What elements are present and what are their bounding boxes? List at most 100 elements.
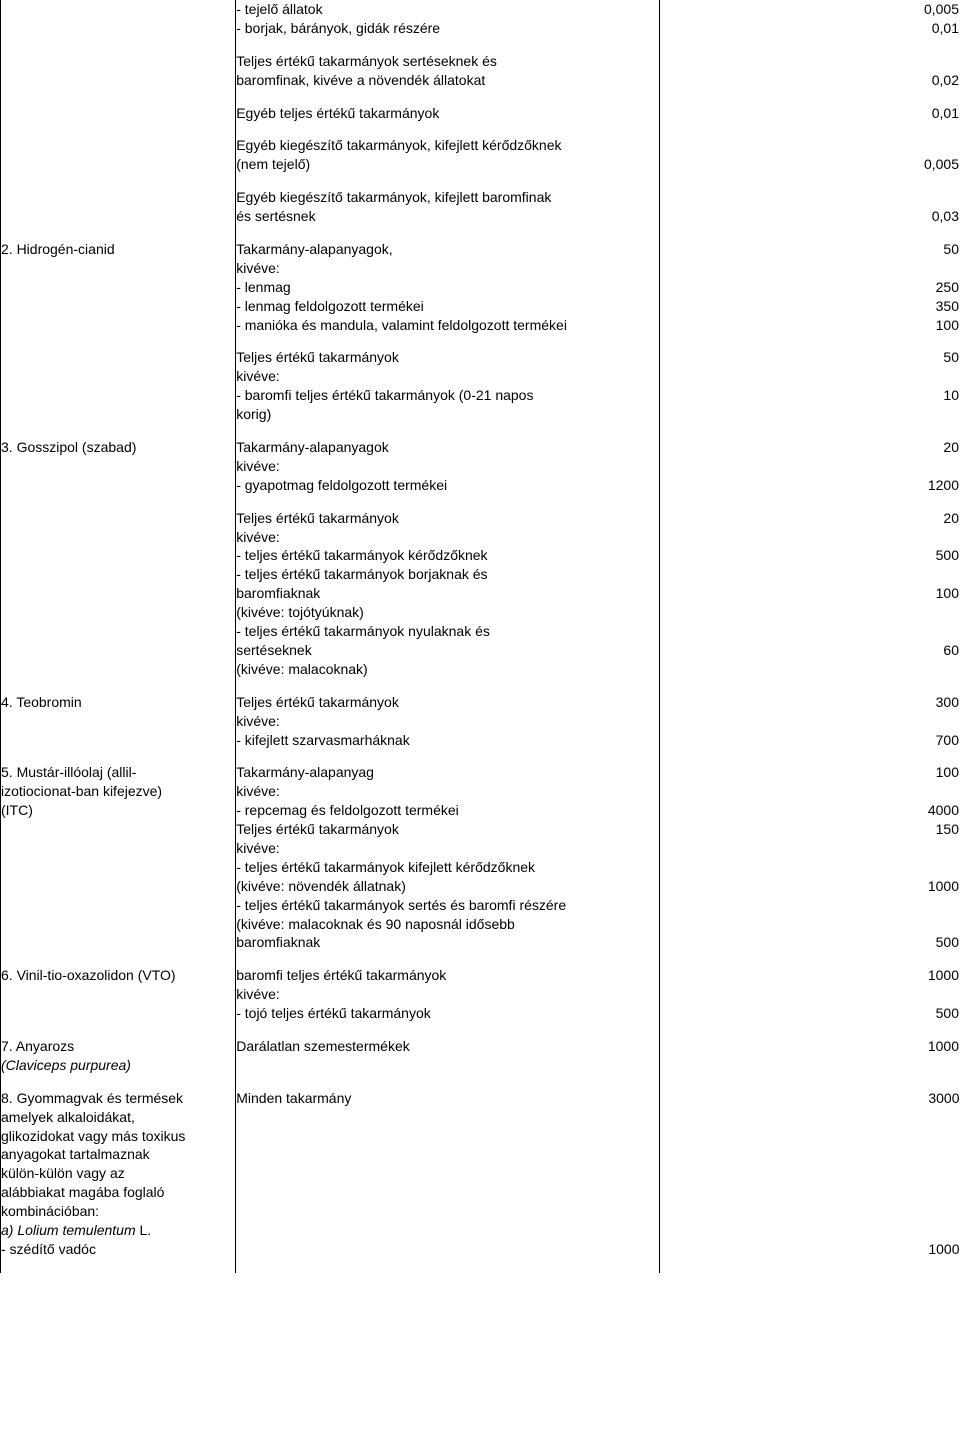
value-line: 300: [660, 693, 959, 712]
value-line: [660, 622, 959, 641]
text-line: kivéve:: [236, 985, 659, 1004]
value-line: 500: [660, 1004, 959, 1023]
value-line: 20: [660, 438, 959, 457]
text-line: alábbiakat magába foglaló: [1, 1183, 235, 1202]
value-line: 0,02: [660, 71, 959, 90]
cell-description: Teljes értékű takarmányok sertéseknek és…: [236, 52, 660, 104]
value-line: 500: [660, 546, 959, 565]
value-line: 60: [660, 641, 959, 660]
text-line: - teljes értékű takarmányok borjaknak és: [236, 565, 659, 584]
value-line: [660, 1127, 959, 1146]
text-line: - kifejlett szarvasmarháknak: [236, 731, 659, 750]
table-row: 6. Vinil-tio-oxazolidon (VTO)baromfi tel…: [1, 966, 960, 1037]
cell-value: 1000 500: [660, 966, 960, 1037]
text-line: és sertésnek: [236, 207, 659, 226]
value-line: 50: [660, 240, 959, 259]
cell-value: 1000: [660, 1037, 960, 1089]
cell-description: Takarmány-alapanyagokkivéve:- gyapotmag …: [236, 438, 660, 509]
text-line: - gyapotmag feldolgozott termékei: [236, 476, 659, 495]
value-line: 700: [660, 731, 959, 750]
value-line: 0,01: [660, 19, 959, 38]
text-line: Takarmány-alapanyagok,: [236, 240, 659, 259]
value-line: [660, 565, 959, 584]
text-line: kivéve:: [236, 782, 659, 801]
cell-description: Darálatlan szemestermékek: [236, 1037, 660, 1089]
value-line: 250: [660, 278, 959, 297]
text-line: Takarmány-alapanyagok: [236, 438, 659, 457]
cell-label: [1, 509, 236, 693]
value-line: 50: [660, 348, 959, 367]
text-line: kivéve:: [236, 367, 659, 386]
cell-label: 2. Hidrogén-cianid: [1, 240, 236, 348]
cell-value: 100 4000150 1000 500: [660, 763, 960, 966]
cell-description: Teljes értékű takarmányokkivéve:- teljes…: [236, 509, 660, 693]
text-line: Minden takarmány: [236, 1089, 659, 1108]
value-line: 0,005: [660, 0, 959, 19]
text-line: baromfiaknak: [236, 584, 659, 603]
text-line: 8. Gyommagvak és termések: [1, 1089, 235, 1108]
table-row: Egyéb kiegészítő takarmányok, kifejlett …: [1, 136, 960, 188]
text-line: baromfi teljes értékű takarmányok: [236, 966, 659, 985]
text-line: (kivéve: növendék állatnak): [236, 877, 659, 896]
table-row: Teljes értékű takarmányokkivéve:- baromf…: [1, 348, 960, 438]
value-line: [660, 405, 959, 424]
cell-description: Teljes értékű takarmányokkivéve:- kifejl…: [236, 693, 660, 764]
text-line: - teljes értékű takarmányok kifejlett ké…: [236, 858, 659, 877]
cell-value: 0,03: [660, 188, 960, 240]
value-line: [660, 1145, 959, 1164]
table-row: 7. Anyarozs(Claviceps purpurea)Darálatla…: [1, 1037, 960, 1089]
cell-value: 20 1200: [660, 438, 960, 509]
text-line: - teljes értékű takarmányok sertés és ba…: [236, 896, 659, 915]
table-row: 2. Hidrogén-cianidTakarmány-alapanyagok,…: [1, 240, 960, 348]
table-row: Teljes értékű takarmányokkivéve:- teljes…: [1, 509, 960, 693]
cell-value: 50 250350100: [660, 240, 960, 348]
value-line: [660, 858, 959, 877]
text-line: glikozidokat vagy más toxikus: [1, 1127, 235, 1146]
cell-label: 8. Gyommagvak és termésekamelyek alkaloi…: [1, 1089, 236, 1273]
text-line: kivéve:: [236, 259, 659, 278]
text-line: - tojó teljes értékű takarmányok: [236, 1004, 659, 1023]
text-line: kivéve:: [236, 457, 659, 476]
cell-value: 0,01: [660, 104, 960, 137]
value-line: 0,01: [660, 104, 959, 123]
value-line: [660, 660, 959, 679]
text-line: korig): [236, 405, 659, 424]
cell-label: [1, 104, 236, 137]
value-line: 350: [660, 297, 959, 316]
cell-label: 5. Mustár-illóolaj (allil-izotiocionat-b…: [1, 763, 236, 966]
cell-description: baromfi teljes értékű takarmányokkivéve:…: [236, 966, 660, 1037]
cell-label: [1, 52, 236, 104]
value-line: 3000: [660, 1089, 959, 1108]
text-line: Egyéb kiegészítő takarmányok, kifejlett …: [236, 136, 659, 155]
text-line: - repcemag és feldolgozott termékei: [236, 801, 659, 820]
value-line: 500: [660, 933, 959, 952]
text-line: - lenmag: [236, 278, 659, 297]
cell-label: 3. Gosszipol (szabad): [1, 438, 236, 509]
cell-value: 20 500 100 60: [660, 509, 960, 693]
text-line: - baromfi teljes értékű takarmányok (0-2…: [236, 386, 659, 405]
text-line: - lenmag feldolgozott termékei: [236, 297, 659, 316]
text-line: baromfinak, kivéve a növendék állatokat: [236, 71, 659, 90]
table-row: Egyéb kiegészítő takarmányok, kifejlett …: [1, 188, 960, 240]
text-line: 7. Anyarozs: [1, 1037, 235, 1056]
text-line: (ITC): [1, 801, 235, 820]
text-line: 2. Hidrogén-cianid: [1, 240, 235, 259]
value-line: [660, 1202, 959, 1221]
value-line: [660, 528, 959, 547]
value-line: [660, 136, 959, 155]
value-line: 0,03: [660, 207, 959, 226]
text-line: (kivéve: malacoknak és 90 naposnál időse…: [236, 915, 659, 934]
text-line: (kivéve: malacoknak): [236, 660, 659, 679]
value-line: [660, 1108, 959, 1127]
table-row: Teljes értékű takarmányok sertéseknek és…: [1, 52, 960, 104]
value-line: 100: [660, 763, 959, 782]
text-line: 5. Mustár-illóolaj (allil-: [1, 763, 235, 782]
cell-description: Egyéb kiegészítő takarmányok, kifejlett …: [236, 188, 660, 240]
value-line: [660, 457, 959, 476]
text-line: Teljes értékű takarmányok: [236, 348, 659, 367]
value-line: [660, 1221, 959, 1240]
value-line: 1000: [660, 1240, 959, 1259]
table-row: Egyéb teljes értékű takarmányok0,01: [1, 104, 960, 137]
text-line: baromfiaknak: [236, 933, 659, 952]
text-line: - teljes értékű takarmányok kérődzőknek: [236, 546, 659, 565]
